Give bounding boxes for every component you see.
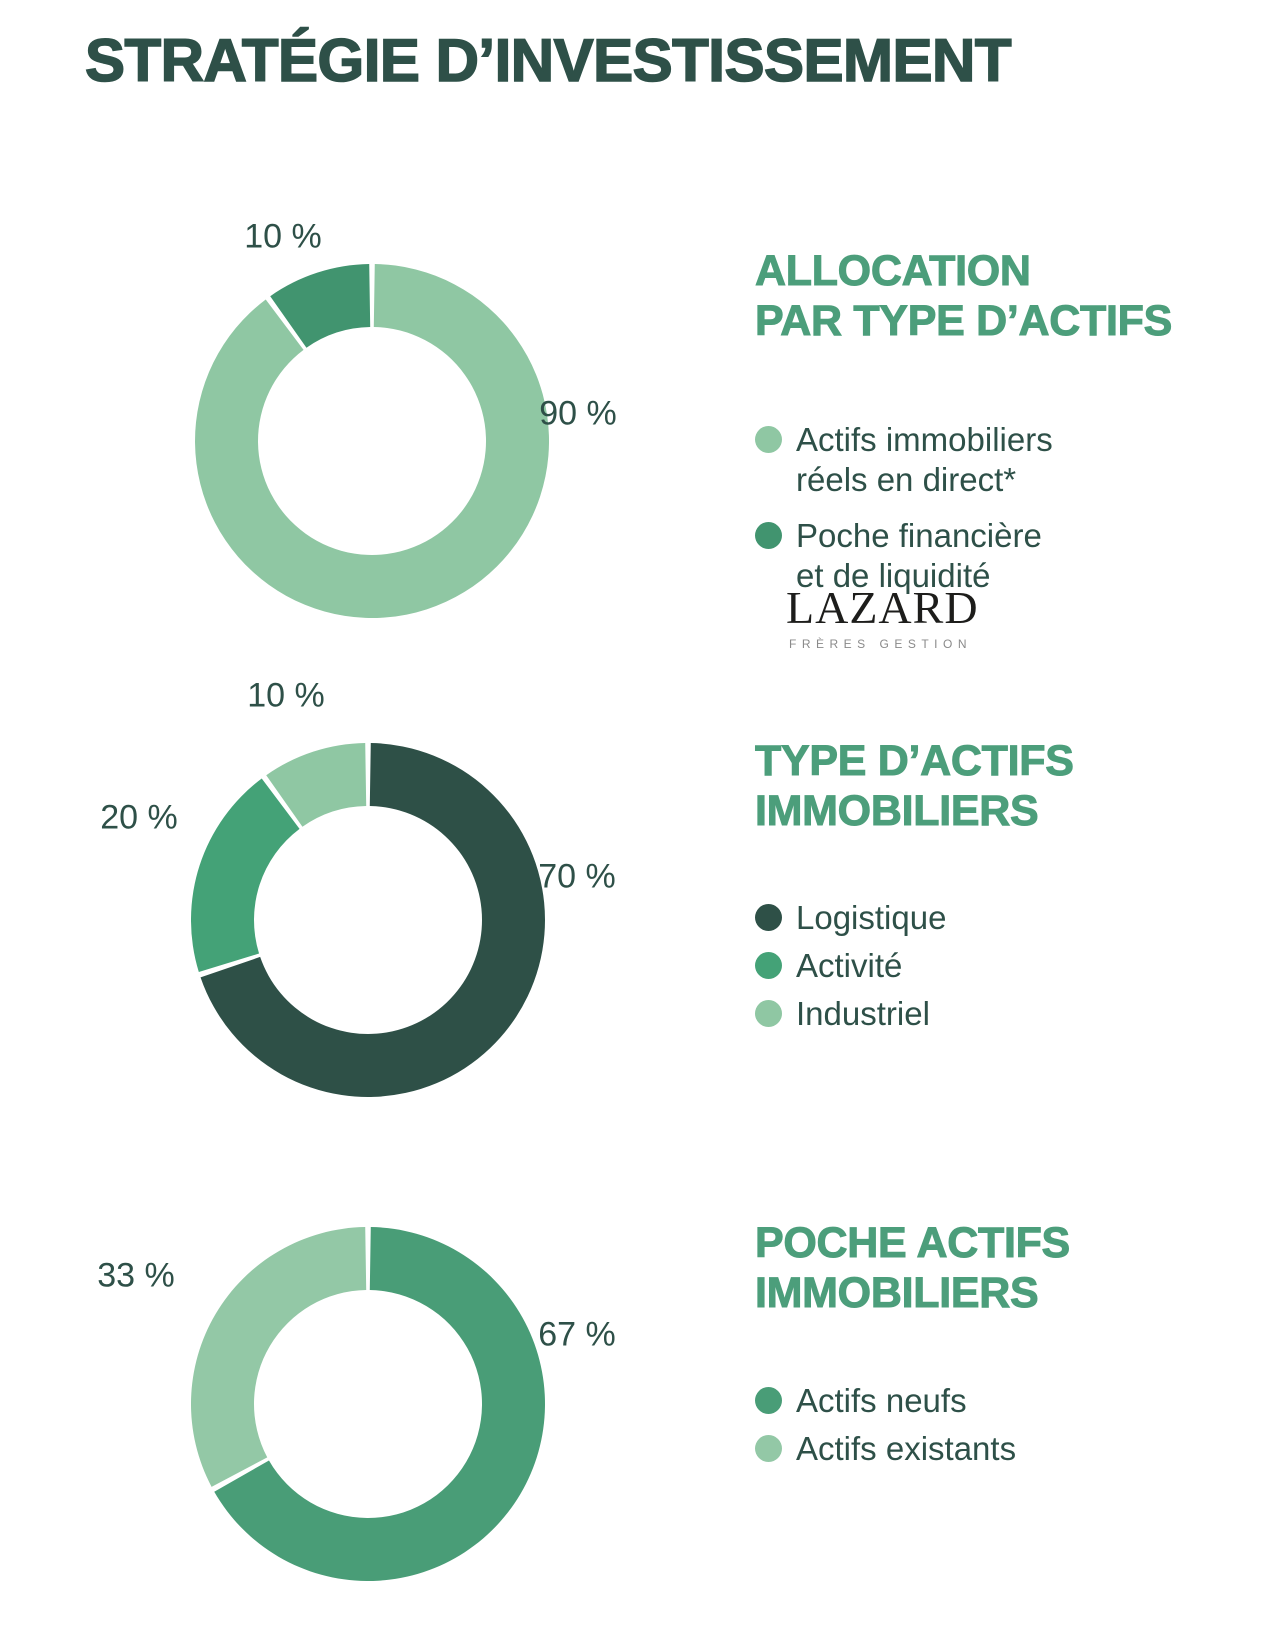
legend-dot <box>755 1000 782 1027</box>
legend-type-actifs: Logistique Activité Industriel <box>755 898 946 1034</box>
legend-label: Industriel <box>796 994 930 1034</box>
legend-poche-actifs: Actifs neufs Actifs existants <box>755 1381 1016 1469</box>
lazard-subtitle: FRÈRES GESTION <box>789 637 973 651</box>
legend-item: Activité <box>755 946 946 986</box>
legend-dot <box>755 952 782 979</box>
section-title-line: TYPE D’ACTIFS <box>755 737 1075 786</box>
pct-label-type-10: 10 % <box>247 676 325 715</box>
legend-allocation: Actifs immobiliers réels en direct* Poch… <box>755 420 1053 596</box>
section-title-line: ALLOCATION <box>755 247 1032 296</box>
pct-label-allocation-90: 90 % <box>539 394 617 433</box>
legend-label-line: Logistique <box>796 899 947 936</box>
section-title-type-actifs: TYPE D’ACTIFS IMMOBILIERS <box>755 736 1075 836</box>
legend-label: Activité <box>796 946 902 986</box>
page-title: STRATÉGIE D’INVESTISSEMENT <box>84 27 1012 95</box>
section-title-line: POCHE ACTIFS <box>755 1219 1071 1268</box>
legend-label-line: Actifs immobiliers <box>796 421 1053 458</box>
donut-segment <box>191 1227 367 1487</box>
section-title-poche-actifs: POCHE ACTIFS IMMOBILIERS <box>755 1218 1071 1318</box>
legend-label-line: Activité <box>796 947 903 984</box>
legend-label: Poche financière et de liquidité <box>796 516 1042 596</box>
legend-label-line: Actifs existants <box>796 1430 1017 1467</box>
legend-item: Logistique <box>755 898 946 938</box>
legend-dot <box>755 1387 782 1414</box>
pct-label-poche-67: 67 % <box>538 1315 616 1354</box>
section-title-line: PAR TYPE D’ACTIFS <box>755 297 1173 346</box>
pct-label-type-20: 20 % <box>100 798 178 837</box>
legend-item: Actifs existants <box>755 1429 1016 1469</box>
legend-dot <box>755 426 782 453</box>
legend-label: Actifs existants <box>796 1429 1016 1469</box>
lazard-logo: LAZARD FRÈRES GESTION <box>786 582 979 652</box>
donut-segment <box>266 743 367 827</box>
section-title-line: IMMOBILIERS <box>755 787 1040 836</box>
donut-chart-allocation <box>195 264 549 618</box>
donut-chart-type-actifs <box>191 743 545 1097</box>
legend-item: Actifs neufs <box>755 1381 1016 1421</box>
lazard-wordmark: LAZARD <box>786 582 979 633</box>
donut-segment <box>200 743 545 1097</box>
legend-item: Actifs immobiliers réels en direct* <box>755 420 1053 500</box>
legend-dot <box>755 904 782 931</box>
donut-segment <box>214 1227 545 1581</box>
pct-label-allocation-10: 10 % <box>244 217 322 256</box>
legend-dot <box>755 1435 782 1462</box>
legend-item: Industriel <box>755 994 946 1034</box>
section-title-allocation: ALLOCATION PAR TYPE D’ACTIFS <box>755 246 1173 346</box>
section-title-line: IMMOBILIERS <box>755 1269 1040 1318</box>
donut-chart-poche-actifs <box>191 1227 545 1581</box>
pct-label-poche-33: 33 % <box>97 1256 175 1295</box>
legend-label-line: Industriel <box>796 995 930 1032</box>
legend-dot <box>755 522 782 549</box>
legend-label: Actifs neufs <box>796 1381 967 1421</box>
pct-label-type-70: 70 % <box>538 857 616 896</box>
legend-label-line: réels en direct* <box>796 461 1017 498</box>
legend-label-line: et de liquidité <box>796 557 991 594</box>
legend-item: Poche financière et de liquidité <box>755 516 1053 596</box>
donut-segment <box>195 264 549 618</box>
donut-segment <box>270 264 371 348</box>
legend-label-line: Poche financière <box>796 517 1042 554</box>
legend-label-line: Actifs neufs <box>796 1382 967 1419</box>
legend-label: Actifs immobiliers réels en direct* <box>796 420 1053 500</box>
donut-segment <box>191 778 300 973</box>
legend-label: Logistique <box>796 898 946 938</box>
